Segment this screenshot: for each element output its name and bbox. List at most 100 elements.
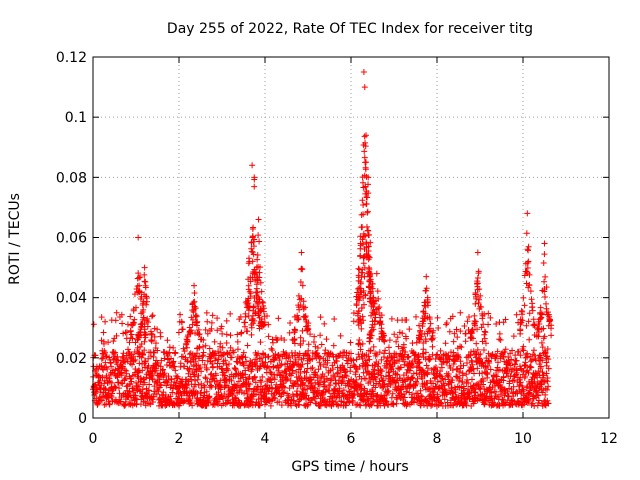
data-point <box>251 183 258 190</box>
data-point <box>299 361 306 368</box>
data-point <box>369 399 376 406</box>
data-point <box>339 362 346 369</box>
data-point <box>464 318 471 325</box>
data-point <box>142 358 149 365</box>
data-point <box>301 382 308 389</box>
data-point <box>215 401 222 408</box>
data-point <box>450 338 457 345</box>
data-point <box>195 381 202 388</box>
data-point <box>292 401 299 408</box>
data-point <box>361 84 368 91</box>
data-point <box>454 334 461 341</box>
data-point <box>327 382 334 389</box>
data-point <box>283 376 290 383</box>
data-point <box>116 399 123 406</box>
data-point <box>243 358 250 365</box>
data-point <box>258 379 265 386</box>
data-point <box>183 382 190 389</box>
data-point <box>156 381 163 388</box>
data-point <box>168 375 175 382</box>
data-point <box>127 313 134 320</box>
data-point <box>356 337 363 344</box>
data-point <box>458 344 465 351</box>
data-point <box>343 402 350 409</box>
data-point <box>141 264 148 271</box>
data-point <box>254 384 261 391</box>
data-point <box>297 342 304 349</box>
data-point <box>463 371 470 378</box>
x-tick-label: 10 <box>514 431 532 447</box>
data-point <box>259 358 266 365</box>
data-point <box>267 402 274 409</box>
data-point <box>474 274 481 281</box>
data-point <box>147 353 154 360</box>
data-point <box>377 372 384 379</box>
data-point <box>201 384 208 391</box>
data-point <box>142 278 149 285</box>
data-point <box>520 294 527 301</box>
data-point <box>276 398 283 405</box>
data-point <box>382 347 389 354</box>
data-point <box>316 359 323 366</box>
data-point <box>293 361 300 368</box>
data-point <box>136 274 143 281</box>
data-point <box>309 356 316 363</box>
data-point <box>265 388 272 395</box>
data-point <box>101 380 108 387</box>
data-point <box>199 353 206 360</box>
data-point <box>298 363 305 370</box>
data-point <box>181 363 188 370</box>
data-point <box>258 288 265 295</box>
data-point <box>427 320 434 327</box>
data-point <box>378 356 385 363</box>
data-point <box>208 319 215 326</box>
data-point <box>409 340 416 347</box>
data-point <box>278 360 285 367</box>
data-point <box>202 374 209 381</box>
data-point <box>302 395 309 402</box>
data-point <box>121 367 128 374</box>
data-point <box>157 363 164 370</box>
data-point <box>299 327 306 334</box>
data-point <box>376 349 383 356</box>
data-point <box>323 364 330 371</box>
data-point <box>170 358 177 365</box>
data-point <box>204 357 211 364</box>
data-point <box>134 283 141 290</box>
data-point <box>478 392 485 399</box>
data-point <box>310 338 317 345</box>
data-point <box>290 337 297 344</box>
x-axis-label: GPS time / hours <box>291 459 408 475</box>
data-point <box>178 326 185 333</box>
data-point <box>98 355 105 362</box>
data-point <box>118 372 125 379</box>
data-point <box>203 309 210 316</box>
data-point <box>466 313 473 320</box>
data-point <box>227 332 234 339</box>
data-point <box>372 362 379 369</box>
data-point <box>347 364 354 371</box>
y-tick-label: 0.06 <box>56 231 87 247</box>
data-point <box>167 384 174 391</box>
data-point <box>406 326 413 333</box>
data-point <box>540 260 547 267</box>
data-point <box>186 365 193 372</box>
data-point <box>248 331 255 338</box>
data-point <box>214 315 221 322</box>
data-point <box>350 357 357 364</box>
data-point <box>305 352 312 359</box>
data-point <box>225 360 232 367</box>
data-point <box>123 383 130 390</box>
data-point <box>429 343 436 350</box>
x-tick-label: 8 <box>433 431 442 447</box>
y-tick-label: 0.02 <box>56 351 87 367</box>
data-point <box>240 362 247 369</box>
data-point <box>298 265 305 272</box>
data-point <box>242 354 249 361</box>
data-point <box>100 329 107 336</box>
data-point <box>130 389 137 396</box>
y-tick-label: 0.1 <box>65 110 87 126</box>
data-point <box>473 340 480 347</box>
data-point <box>357 402 364 409</box>
